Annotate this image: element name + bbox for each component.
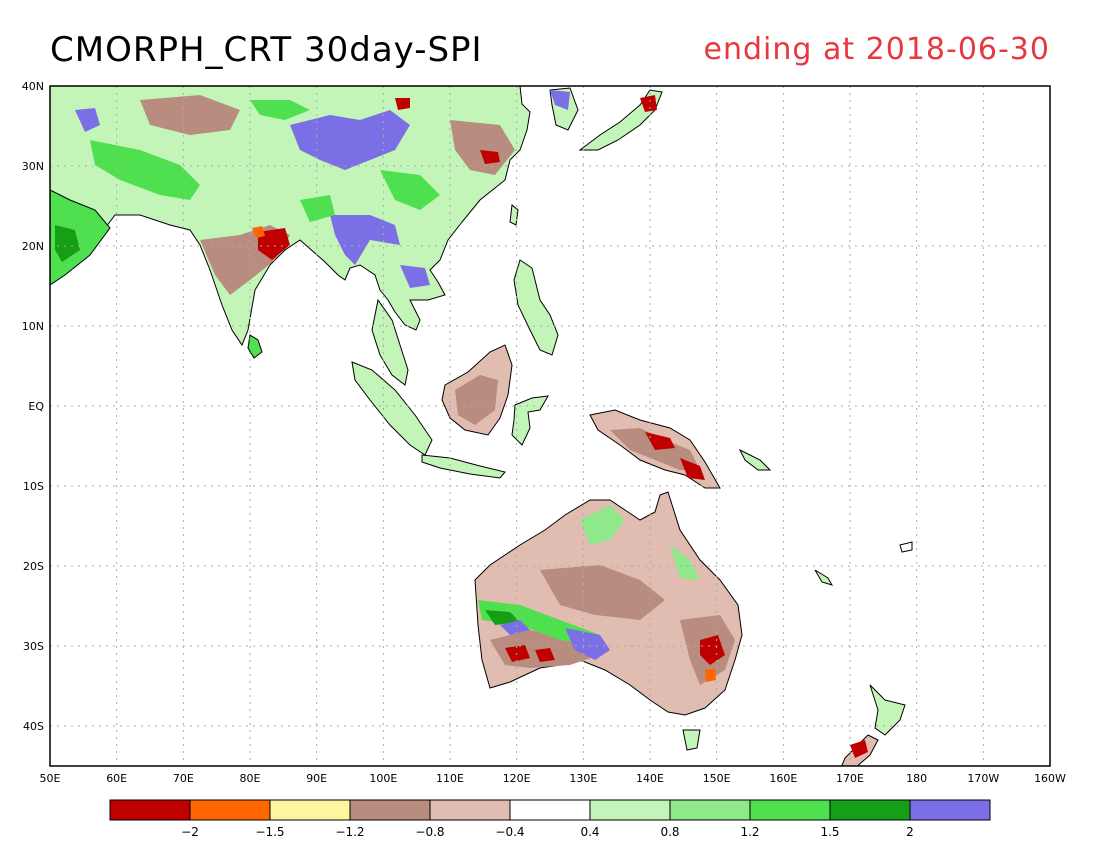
lon-tick-label: 70E	[173, 772, 194, 785]
colorbar-swatch	[909, 799, 991, 821]
colorbar-label: −1.2	[335, 825, 364, 839]
lon-tick-label: 170W	[967, 772, 999, 785]
colorbar-label: −1.5	[255, 825, 284, 839]
land-taiwan	[509, 204, 519, 226]
lat-tick-label: 20N	[22, 240, 44, 253]
lon-tick-label: 160E	[769, 772, 797, 785]
colorbar-label: 2	[906, 825, 914, 839]
colorbar-swatch	[749, 799, 831, 821]
lon-tick-label: 100E	[369, 772, 397, 785]
lat-tick-label: 30S	[23, 640, 44, 653]
map-gridlines	[50, 86, 1050, 766]
map-field-layer	[50, 86, 1050, 766]
lon-tick-label: 170E	[836, 772, 864, 785]
colorbar-swatch	[669, 799, 751, 821]
lat-tick-label: 40S	[23, 720, 44, 733]
lat-tick-label: 30N	[22, 160, 44, 173]
colorbar-swatch	[189, 799, 271, 821]
colorbar: −2 −1.5 −1.2 −0.8 −0.4 0.4 0.8 1.2 1.5 2	[109, 799, 991, 839]
colorbar-label: 0.8	[660, 825, 679, 839]
lat-tick-label: 20S	[23, 560, 44, 573]
map-axis-labels: 40N 30N 20N 10N EQ 10S 20S 30S 40S 50E 60E 70E 80E 90…	[22, 80, 1066, 785]
map-title: CMORPH_CRT 30day-SPI	[50, 30, 483, 70]
land-japan	[578, 89, 663, 151]
colorbar-label: −2	[181, 825, 199, 839]
colorbar-swatch	[829, 799, 911, 821]
land-java	[421, 454, 506, 479]
lon-tick-label: 80E	[240, 772, 261, 785]
lon-tick-label: 120E	[503, 772, 531, 785]
land-sumatra	[351, 361, 433, 456]
colorbar-swatch	[349, 799, 431, 821]
lat-tick-label: 10N	[22, 320, 44, 333]
lon-tick-label: 130E	[569, 772, 597, 785]
lon-tick-label: 50E	[40, 772, 61, 785]
colorbar-label: −0.4	[495, 825, 524, 839]
land-fiji	[899, 541, 913, 553]
lat-tick-label: 10S	[23, 480, 44, 493]
lat-tick-label: EQ	[28, 400, 44, 413]
lon-tick-label: 90E	[306, 772, 327, 785]
lon-tick-label: 140E	[636, 772, 664, 785]
anomaly-blobs	[50, 90, 868, 758]
colorbar-swatch	[429, 799, 511, 821]
land-newcaledonia	[814, 569, 834, 586]
colorbar-label: 1.5	[820, 825, 839, 839]
colorbar-swatch	[509, 799, 591, 821]
lon-tick-label: 180	[906, 772, 927, 785]
land-srilanka	[247, 334, 263, 359]
lon-tick-label: 60E	[106, 772, 127, 785]
lat-tick-label: 40N	[22, 80, 44, 93]
colorbar-swatch	[589, 799, 671, 821]
colorbar-label: −0.8	[415, 825, 444, 839]
lon-tick-label: 160W	[1034, 772, 1066, 785]
colorbar-label: 1.2	[740, 825, 759, 839]
land-sulawesi	[511, 395, 549, 446]
lon-tick-label: 150E	[703, 772, 731, 785]
map-frame	[49, 85, 1051, 767]
land-malaya	[371, 298, 409, 386]
land-solomon	[738, 448, 772, 471]
land-philippines	[513, 259, 559, 356]
map-subtitle: ending at 2018-06-30	[703, 32, 1050, 67]
lon-tick-label: 110E	[436, 772, 464, 785]
colorbar-label: 0.4	[580, 825, 599, 839]
land-nz-north	[869, 684, 906, 736]
colorbar-swatch	[109, 799, 191, 821]
land-tasmania	[682, 729, 701, 751]
colorbar-swatch	[269, 799, 351, 821]
